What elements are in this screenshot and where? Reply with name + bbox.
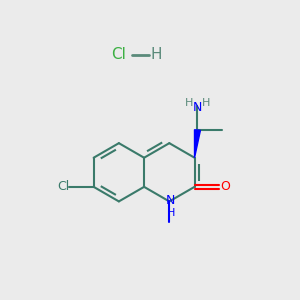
Text: H: H (167, 208, 175, 218)
Text: Cl: Cl (57, 180, 70, 194)
Polygon shape (194, 130, 200, 158)
Text: H: H (202, 98, 210, 108)
Text: H: H (150, 47, 162, 62)
Text: N: N (166, 194, 176, 207)
Text: H: H (185, 98, 193, 108)
Text: Cl: Cl (111, 47, 126, 62)
Text: N: N (193, 101, 202, 114)
Text: O: O (220, 180, 230, 194)
